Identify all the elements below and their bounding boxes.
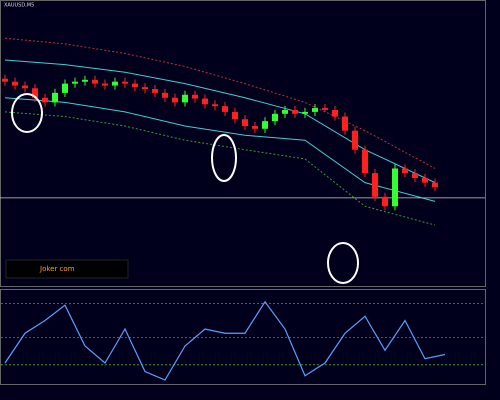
candle-body [232,111,238,120]
highlight-circle [11,93,43,133]
candle-body [202,98,208,105]
candle-body [282,110,288,114]
candle-body [272,113,278,122]
candle-body [342,116,348,131]
candle-body [412,173,418,178]
oscillator-panel [0,289,486,385]
label-box [5,259,129,279]
candle-body [292,110,298,114]
candle-body [212,104,218,107]
candle-body [372,173,378,197]
candle-body [92,79,98,84]
candle-body [262,121,268,129]
candle-body [142,87,148,90]
oscillator-line [4,300,446,381]
candle-body [422,178,428,183]
highlight-circle [327,242,359,284]
candle-body [182,94,188,103]
candle-body [352,130,358,150]
candle-body [12,81,18,86]
candle-body [172,97,178,103]
main-panel [0,0,486,287]
candle-body [52,92,58,103]
candle-body [252,126,258,129]
candle-body [42,97,48,103]
chart-title: XAUUSD,M5 [4,3,34,9]
candle-body [162,92,168,98]
candle-body [32,88,38,98]
candle-body [72,81,78,84]
candle-body [22,85,28,89]
highlight-circle [211,134,237,182]
candle-body [102,83,108,86]
annotation: Joker com [39,265,75,273]
candle-body [152,89,158,93]
candle-body [322,108,328,110]
candle-body [192,94,198,99]
band-line [4,37,436,169]
band-line [4,111,436,226]
candle-body [362,149,368,174]
candle-body [402,168,408,174]
candle-body [332,110,338,117]
candle-body [242,119,248,127]
candle-body [222,106,228,112]
candle-body [132,83,138,88]
candle-body [2,78,8,82]
candle-body [432,182,438,188]
candle-body [122,81,128,84]
candle-body [112,81,118,86]
candle-body [312,108,318,112]
candle-body [82,79,88,82]
candle-body [62,83,68,93]
band-line [4,59,436,184]
candle-body [302,111,308,114]
candle-body [392,168,398,207]
candle-body [382,196,388,207]
band-line [4,97,436,202]
